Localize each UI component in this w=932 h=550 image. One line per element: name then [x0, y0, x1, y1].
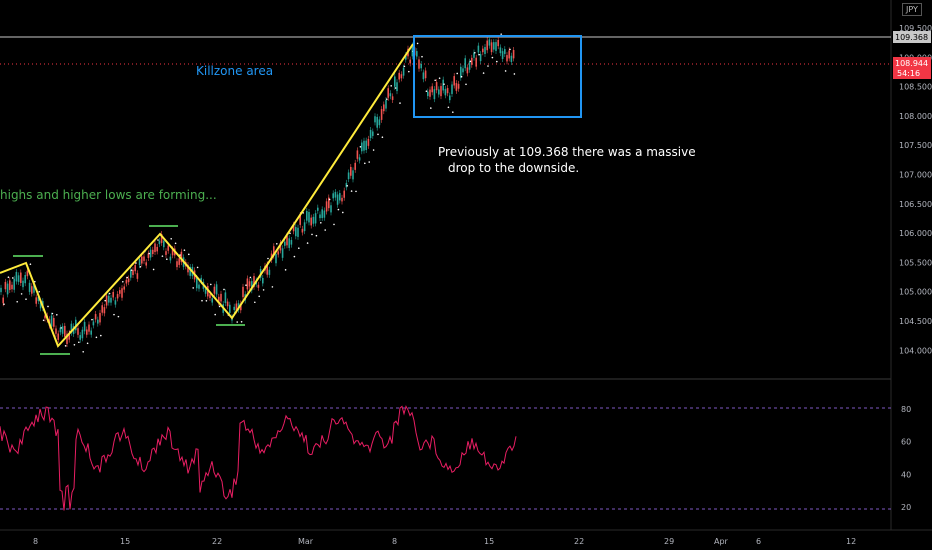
- time-tick: 8: [33, 537, 38, 546]
- time-tick: 22: [574, 537, 584, 546]
- price-tick: 107.000: [899, 171, 932, 180]
- price-tick: 108.500: [899, 83, 932, 92]
- rsi-tick: 60: [901, 438, 911, 447]
- trend-note[interactable]: highs and higher lows are forming...: [0, 188, 217, 202]
- countdown-label: 54:16: [897, 69, 920, 78]
- price-tick: 105.000: [899, 288, 932, 297]
- price-tick: 104.000: [899, 346, 932, 355]
- time-axis: 8 15 22 Mar 8 15 22 29 Apr 6 12: [33, 537, 856, 546]
- price-tick: 106.500: [899, 200, 932, 209]
- price-tick: 104.500: [899, 317, 932, 326]
- time-tick: 15: [120, 537, 130, 546]
- price-tick: 105.500: [899, 258, 932, 267]
- time-tick: 12: [846, 537, 856, 546]
- price-tick: 109.500: [899, 24, 932, 33]
- note-line-1: Previously at 109.368 there was a massiv…: [438, 145, 696, 159]
- killzone-label[interactable]: Killzone area: [196, 64, 274, 78]
- rsi-line: [0, 405, 517, 511]
- killzone-box[interactable]: [413, 35, 582, 118]
- level-label: 109.368: [895, 33, 928, 42]
- note-line-2: drop to the downside.: [448, 161, 580, 175]
- resistance-price-tag: 109.368: [893, 31, 931, 43]
- price-tick: 106.000: [899, 229, 932, 238]
- time-tick: 6: [756, 537, 761, 546]
- time-tick: 15: [484, 537, 494, 546]
- time-tick: 22: [212, 537, 222, 546]
- time-tick: 29: [664, 537, 674, 546]
- swing-markers[interactable]: [13, 225, 245, 355]
- trend-zigzag-line[interactable]: [0, 43, 414, 348]
- price-tick: 108.000: [899, 112, 932, 121]
- time-tick: 8: [392, 537, 397, 546]
- currency-badge[interactable]: JPY: [902, 3, 922, 16]
- current-price-label: 108.944: [895, 59, 928, 68]
- rsi-tick: 80: [901, 405, 911, 414]
- time-tick: Mar: [298, 537, 314, 546]
- resistance-note[interactable]: Previously at 109.368 there was a massiv…: [438, 144, 696, 176]
- time-tick: Apr: [714, 537, 729, 546]
- price-tick: 107.500: [899, 141, 932, 150]
- rsi-axis: 80 60 40 20: [901, 405, 911, 512]
- rsi-tick: 20: [901, 503, 911, 512]
- trailing-stop-dots: [3, 33, 516, 353]
- current-price-tag: 108.944 54:16: [893, 57, 931, 79]
- rsi-tick: 40: [901, 470, 911, 479]
